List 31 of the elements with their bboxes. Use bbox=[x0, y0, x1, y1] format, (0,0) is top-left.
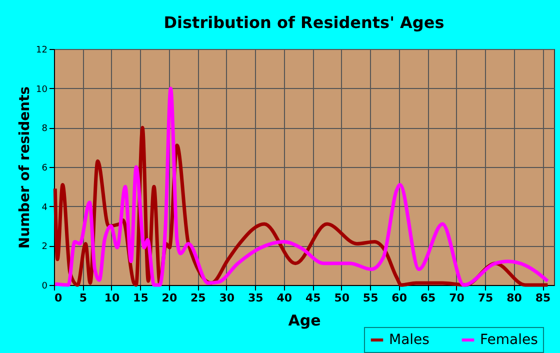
y-tick-label: 6 bbox=[42, 164, 48, 174]
x-tick-label: 45 bbox=[305, 292, 321, 304]
y-tick-label: 12 bbox=[36, 46, 48, 56]
chart-title: Distribution of Residents' Ages bbox=[164, 13, 444, 32]
x-tick-label: 75 bbox=[478, 292, 494, 304]
y-axis-title: Number of residents bbox=[17, 86, 34, 249]
x-tick-label: 35 bbox=[248, 292, 264, 304]
x-tick-label: 20 bbox=[162, 292, 178, 304]
x-tick-label: 10 bbox=[104, 292, 120, 304]
x-tick-label: 60 bbox=[392, 292, 408, 304]
x-tick-label: 65 bbox=[420, 292, 436, 304]
y-tick-label: 4 bbox=[42, 202, 48, 213]
y-tick-label: 2 bbox=[42, 242, 48, 252]
y-tick-label: 10 bbox=[36, 84, 48, 95]
x-tick-label: 70 bbox=[449, 292, 465, 304]
x-tick-label: 80 bbox=[506, 292, 522, 304]
x-tick-label: 0 bbox=[54, 292, 62, 304]
x-tick-label: 25 bbox=[190, 292, 206, 304]
x-axis-title: Age bbox=[288, 312, 321, 330]
x-tick-label: 85 bbox=[535, 292, 551, 304]
y-tick-label: 0 bbox=[42, 282, 48, 292]
x-tick-label: 15 bbox=[133, 292, 148, 304]
x-tick-label: 55 bbox=[362, 292, 378, 304]
x-tick-label: 30 bbox=[219, 292, 235, 304]
legend-label: Males bbox=[389, 332, 430, 348]
x-tick-label: 5 bbox=[79, 292, 88, 304]
x-tick-label: 40 bbox=[276, 292, 292, 304]
x-tick-label: 50 bbox=[334, 292, 350, 304]
legend-label: Females bbox=[480, 332, 538, 348]
y-tick-label: 8 bbox=[42, 124, 48, 134]
line-series bbox=[53, 86, 550, 287]
